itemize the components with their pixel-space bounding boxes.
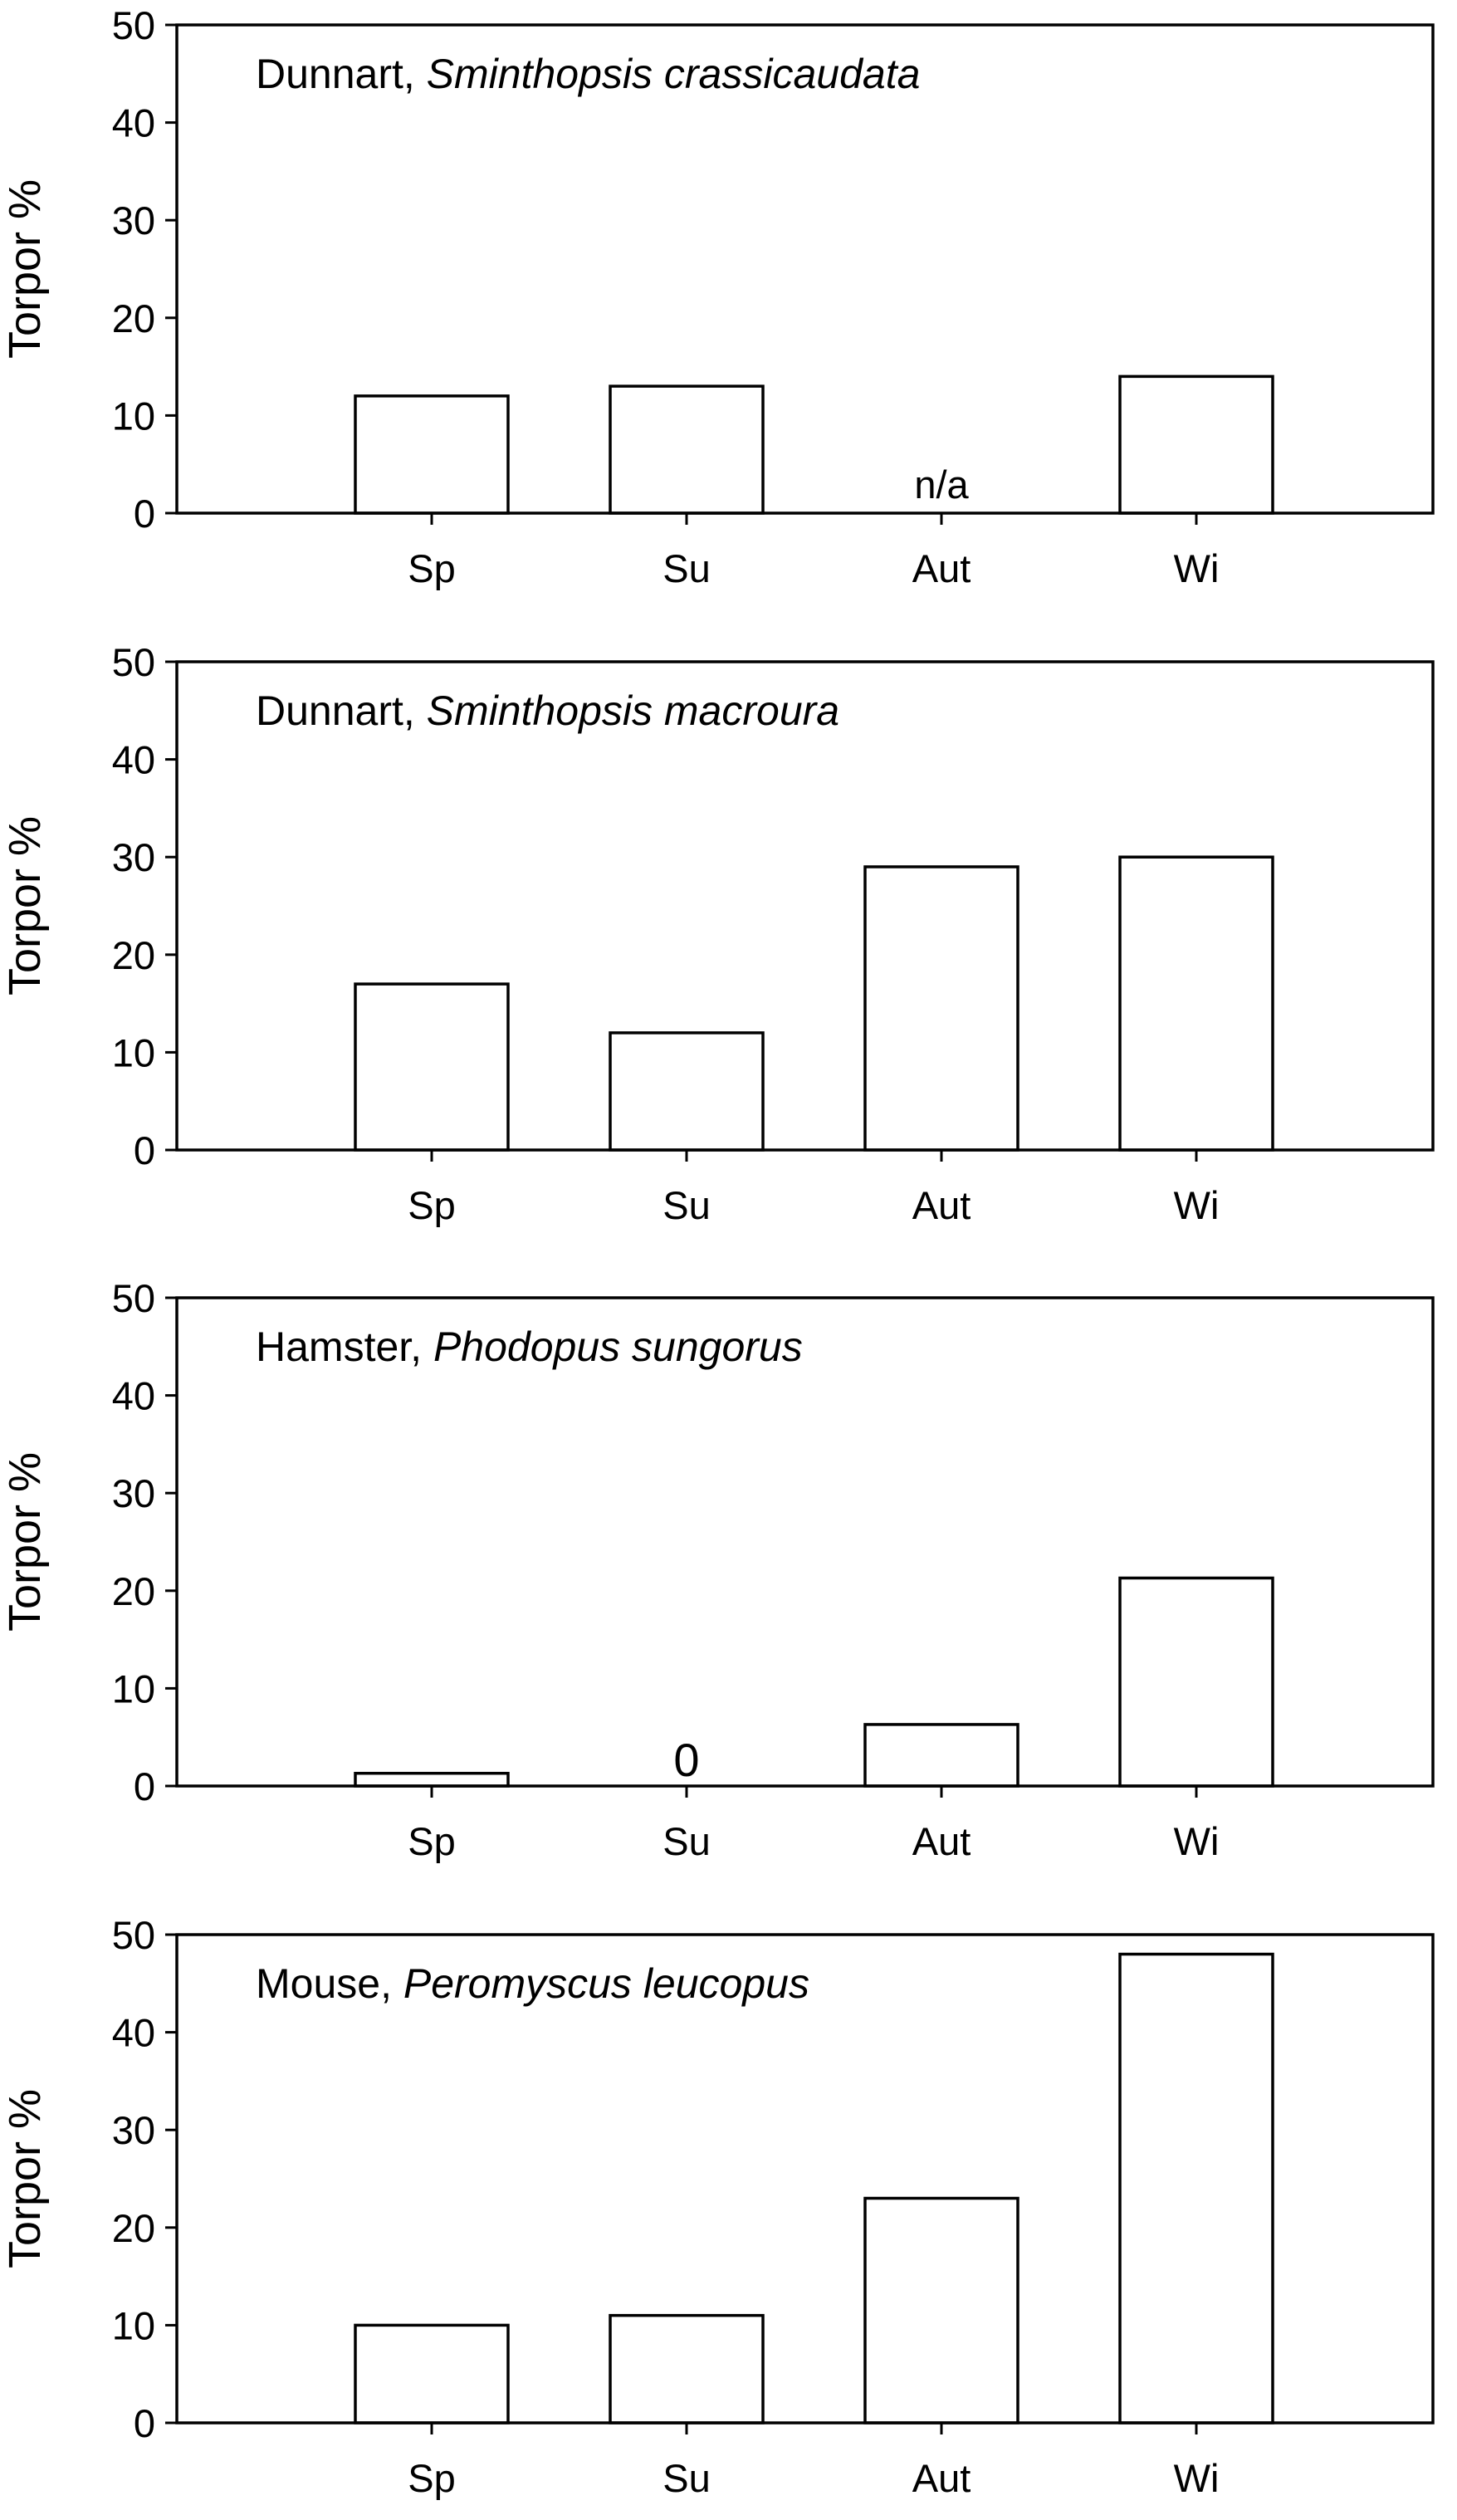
x-tick-label-su: Su [662,1183,711,1227]
y-tick-label: 40 [112,1374,155,1418]
x-tick-label-wi: Wi [1174,1819,1220,1863]
y-tick-label: 10 [112,1030,155,1074]
y-tick-label: 50 [112,1913,155,1957]
bar-annotation-su: 0 [673,1734,699,1786]
panel-title-common-name: Dunnart, [256,51,427,97]
x-tick-label-sp: Sp [408,1819,456,1863]
y-tick-label: 0 [134,492,155,536]
y-tick-label: 40 [112,2011,155,2055]
bar-sp [354,1771,510,1788]
y-tick-label: 0 [134,1764,155,1808]
x-tick-label-wi: Wi [1174,2456,1220,2500]
panel-title-species: Sminthopsis macroura [427,687,839,734]
y-tick-label: 20 [112,933,155,977]
y-tick-label: 10 [112,1666,155,1710]
panel-title: Hamster, Phodopus sungorus [256,1324,803,1370]
x-tick-label-wi: Wi [1174,546,1220,590]
plot-frame [175,660,1435,1152]
bar-su [609,1031,765,1152]
x-tick-label-su: Su [662,546,711,590]
y-tick-label: 30 [112,835,155,879]
y-axis-label: Torpor % [0,816,50,996]
panel-title-common-name: Mouse, [256,1960,403,2007]
y-tick-label: 20 [112,1569,155,1613]
bar-annotation-aut: n/a [914,462,969,506]
y-tick-label: 20 [112,296,155,340]
panel-title-species: Phodopus sungorus [433,1324,803,1370]
bar-wi [1118,1576,1274,1788]
panel-title-common-name: Dunnart, [256,687,427,734]
x-tick-label-aut: Aut [912,2456,971,2500]
y-axis-label: Torpor % [0,1452,50,1632]
panel-title-common-name: Hamster, [256,1324,433,1370]
bar-su [609,384,765,515]
panel-title-species: Sminthopsis crassicaudata [427,51,921,97]
y-tick-label: 20 [112,2206,155,2250]
y-tick-label: 30 [112,198,155,242]
bar-sp [354,982,510,1152]
chart-panel-4: 0 10 20 30 40 50 Sp Su Aut Wi Torpor % Mouse, Perom… [0,1913,1435,2500]
y-tick-label: 0 [134,1128,155,1172]
y-tick-label: 40 [112,101,155,145]
y-tick-label: 10 [112,394,155,438]
plot-frame [175,23,1435,515]
bar-wi [1118,1952,1274,2425]
panel-title: Dunnart, Sminthopsis macroura [256,687,839,734]
chart-panel-2: 0 10 20 30 40 50 Sp Su Aut Wi Torpor % Dunnart, Smi… [0,640,1435,1227]
panel-title: Dunnart, Sminthopsis crassicaudata [256,51,920,97]
x-tick-label-su: Su [662,2456,711,2500]
x-tick-label-aut: Aut [912,1183,971,1227]
chart-panel-1: 0 10 20 30 40 50 Sp Su Aut Wi Torpor % Dunnart, Smi… [0,3,1435,590]
y-tick-label: 50 [112,3,155,47]
y-tick-label: 50 [112,1276,155,1320]
bar-aut [863,1723,1019,1788]
bar-sp [354,394,510,515]
x-tick-label-aut: Aut [912,1819,971,1863]
bar-aut [863,2196,1019,2425]
plot-frame [175,1933,1435,2425]
chart-panel-3: 0 10 20 30 40 50 Sp Su Aut Wi Torpor % Hamster, Pho… [0,1276,1435,1863]
panel-title-species: Peromyscus leucopus [403,1960,809,2007]
panel-title: Mouse, Peromyscus leucopus [256,1960,809,2007]
x-tick-label-sp: Sp [408,2456,456,2500]
bar-su [609,2313,765,2425]
y-tick-label: 40 [112,738,155,782]
x-tick-label-aut: Aut [912,546,971,590]
y-axis-label: Torpor % [0,179,50,359]
bar-sp [354,2323,510,2425]
y-tick-label: 30 [112,1471,155,1515]
x-tick-label-sp: Sp [408,1183,456,1227]
bar-wi [1118,855,1274,1152]
plot-frame [175,1296,1435,1788]
y-tick-label: 0 [134,2401,155,2445]
x-tick-label-sp: Sp [408,546,456,590]
y-tick-label: 30 [112,2108,155,2152]
bar-aut [863,865,1019,1152]
x-tick-label-wi: Wi [1174,1183,1220,1227]
bar-wi [1118,374,1274,515]
y-tick-label: 10 [112,2303,155,2347]
y-tick-label: 50 [112,640,155,684]
x-tick-label-su: Su [662,1819,711,1863]
y-axis-label: Torpor % [0,2089,50,2268]
